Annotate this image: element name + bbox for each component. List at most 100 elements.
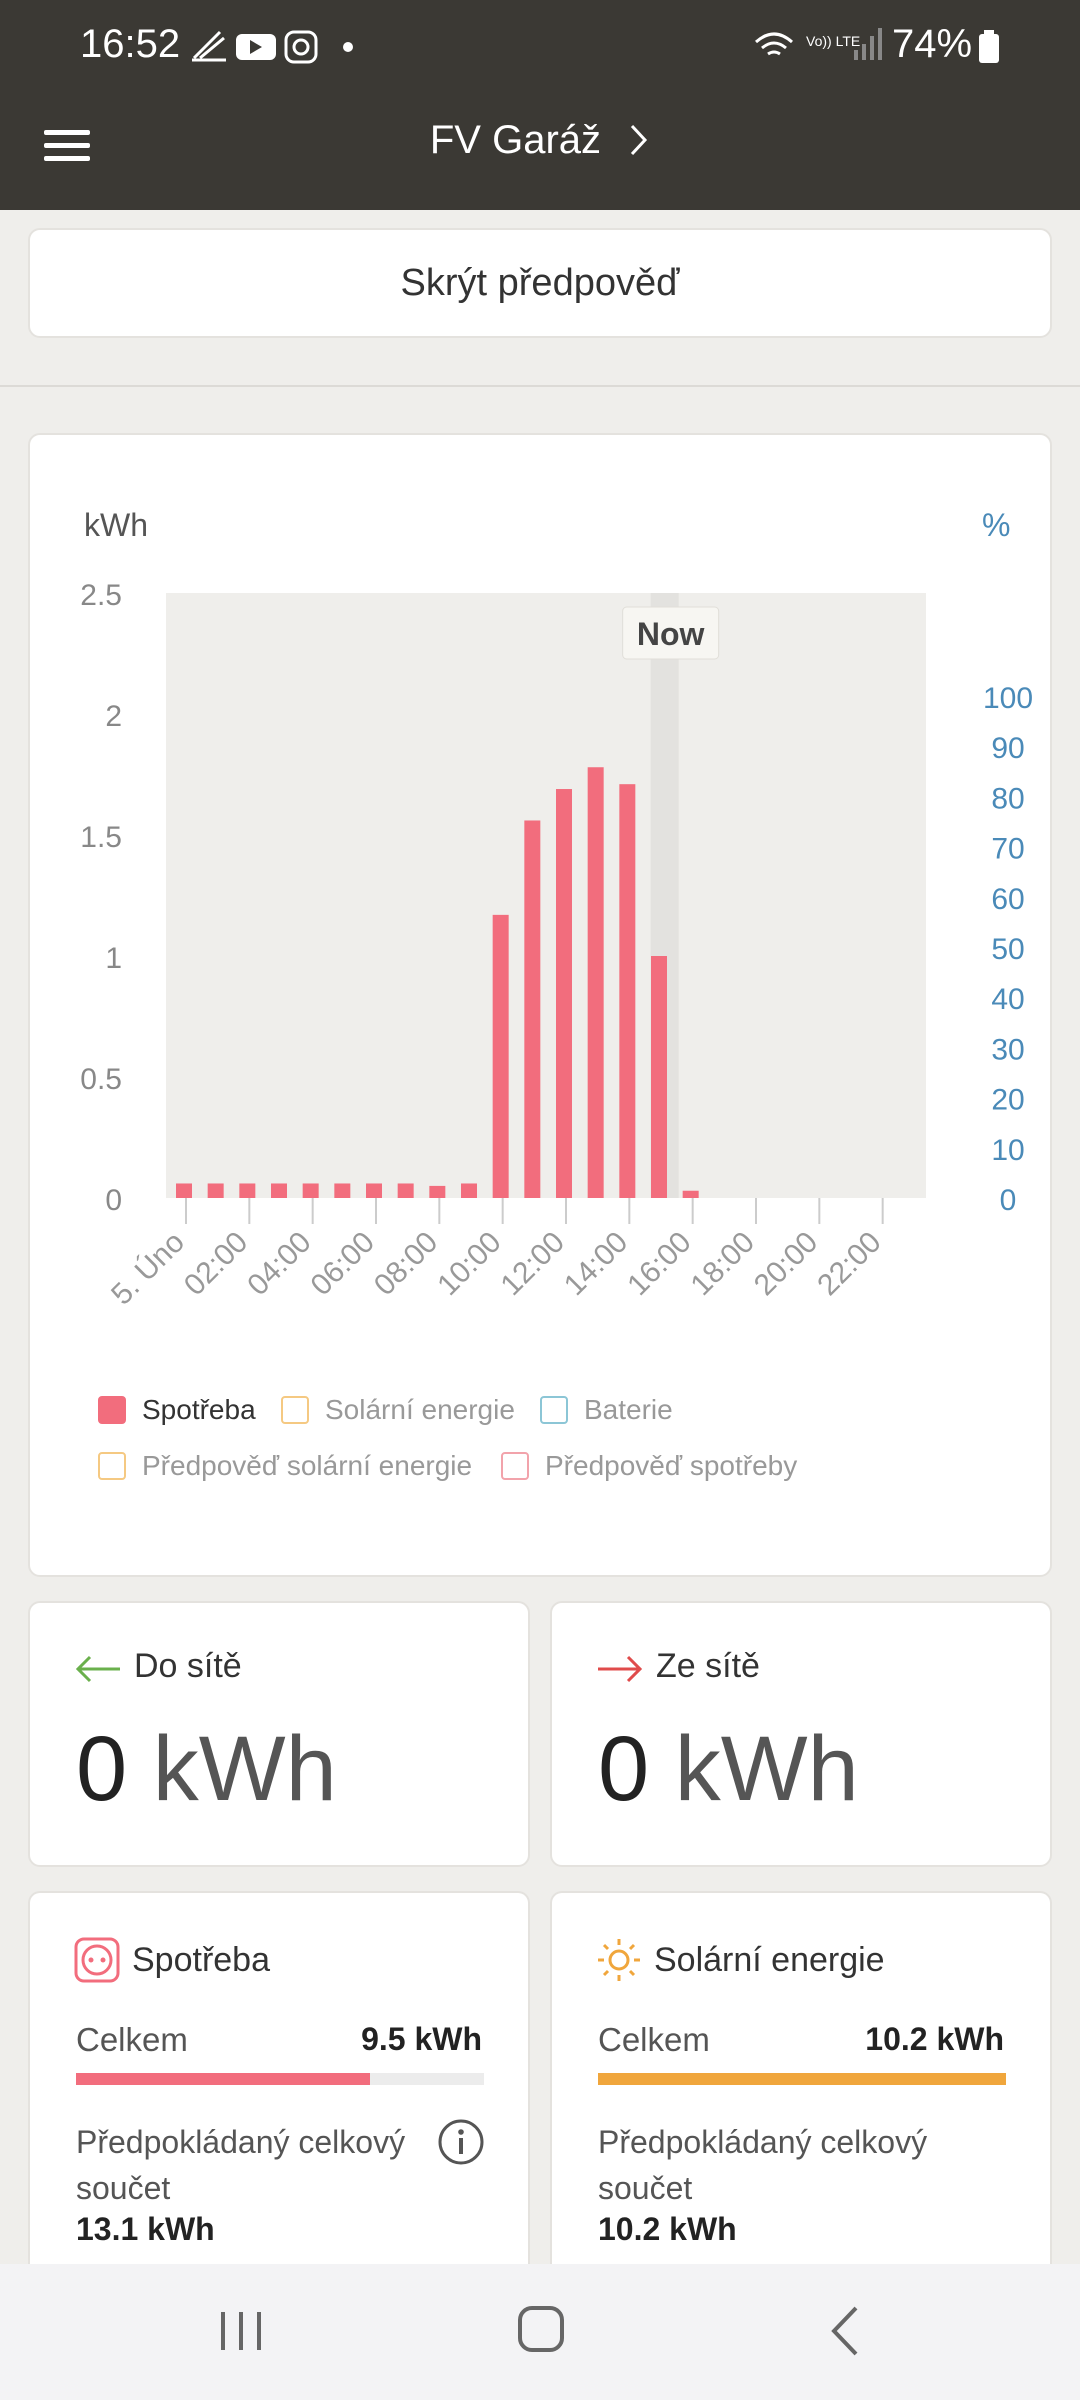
consumption-bar [239, 1183, 256, 1198]
consumption-bar [271, 1183, 287, 1198]
x-tick-label: 08:00 [368, 1226, 444, 1302]
consumption-expected-label: Předpokládaný celkový součet [76, 2124, 406, 2206]
y2-axis-label: % [982, 507, 1010, 543]
legend-box-battery[interactable] [540, 1396, 568, 1424]
legend-label-battery[interactable]: Baterie [584, 1394, 673, 1425]
legend-label-consumption-forecast[interactable]: Předpověď spotřeby [545, 1450, 798, 1481]
battery-level: 74% [892, 22, 973, 66]
consumption-bar [461, 1183, 477, 1198]
consumption-bar [302, 1183, 319, 1198]
legend-box-solar-forecast[interactable] [98, 1452, 126, 1480]
consumption-bar [682, 1190, 699, 1198]
solar-expected-label: Předpokládaný celkový součet [598, 2124, 928, 2206]
grid-export-number: 0 [76, 1718, 128, 1820]
consumption-bar [334, 1183, 351, 1198]
consumption-bar [366, 1183, 382, 1198]
grid-export-card[interactable]: Do sítě 0 kWh [28, 1601, 530, 1867]
y2-tick-label: 80 [991, 782, 1024, 815]
grid-import-label: Ze sítě [656, 1647, 760, 1685]
solar-total-value: 10.2 kWh [865, 2021, 1004, 2057]
legend-box-consumption-forecast[interactable] [501, 1452, 529, 1480]
legend-label-solar-forecast[interactable]: Předpověď solární energie [142, 1450, 473, 1481]
legend-label-spotreba[interactable]: Spotřeba [142, 1394, 256, 1425]
consumption-total-value: 9.5 kWh [361, 2021, 482, 2057]
consumption-progress-fill [76, 2073, 370, 2085]
status-bar: 16:52 Vo)) LTE 74% [0, 0, 1080, 92]
grid-import-number: 0 [598, 1718, 650, 1820]
consumption-total-label: Celkem [76, 2021, 188, 2058]
notification-icons [192, 30, 353, 64]
divider [0, 385, 1080, 387]
y-tick-label: 1.5 [80, 821, 122, 854]
consumption-bar [492, 914, 509, 1198]
legend-box-solar[interactable] [281, 1396, 309, 1424]
y-tick-label: 2 [105, 700, 122, 733]
network-label: Vo)) LTE [806, 33, 860, 49]
now-label: Now [637, 616, 705, 652]
x-tick-label: 12:00 [495, 1226, 571, 1302]
consumption-expected-value: 13.1 kWh [76, 2211, 215, 2247]
x-tick-label: 10:00 [431, 1226, 507, 1302]
consumption-bar [619, 784, 636, 1198]
chevron-right-icon [631, 124, 648, 156]
solar-card[interactable]: Solární energie Celkem 10.2 kWh Předpokl… [550, 1891, 1052, 2291]
y-tick-label: 0 [105, 1184, 122, 1217]
hide-forecast-button[interactable]: Skrýt předpověď [28, 228, 1052, 338]
arrow-right-icon [598, 1655, 643, 1683]
y2-tick-label: 90 [991, 732, 1024, 765]
y2-tick-label: 40 [991, 983, 1024, 1016]
y-tick-label: 0.5 [80, 1063, 122, 1096]
grid-export-value: 0 kWh [76, 1717, 337, 1822]
consumption-bar [556, 789, 572, 1198]
status-time: 16:52 [80, 22, 181, 66]
consumption-bar [429, 1185, 446, 1198]
now-label-box [622, 606, 720, 660]
y2-tick-label: 30 [991, 1033, 1024, 1066]
consumption-bar [524, 820, 541, 1198]
solar-expected-value: 10.2 kWh [598, 2211, 737, 2247]
consumption-card[interactable]: Spotřeba Celkem 9.5 kWh Předpokládaný ce… [28, 1891, 530, 2291]
solar-progress-track [598, 2073, 1006, 2085]
menu-icon[interactable] [44, 122, 92, 170]
x-tick-label: 5. Úno [105, 1226, 191, 1312]
grid-import-value: 0 kWh [598, 1717, 859, 1822]
consumption-bar [397, 1183, 414, 1198]
hide-forecast-label[interactable]: Skrýt předpověď [400, 262, 680, 304]
x-tick-label: 22:00 [811, 1226, 887, 1302]
info-icon[interactable] [436, 2117, 486, 2167]
legend-label-solar[interactable]: Solární energie [325, 1394, 515, 1425]
consumption-progress-track [76, 2073, 484, 2085]
grid-export-unit: kWh [152, 1718, 337, 1820]
y2-tick-label: 50 [991, 933, 1024, 966]
consumption-bar [651, 956, 667, 1198]
x-tick-label: 14:00 [558, 1226, 634, 1302]
consumption-bar [176, 1183, 192, 1198]
recent-apps-icon[interactable] [216, 2306, 266, 2356]
y-axis-label: kWh [84, 507, 148, 543]
consumption-bar [587, 767, 604, 1198]
y2-tick-label: 100 [983, 682, 1033, 715]
x-tick-label: 18:00 [685, 1226, 761, 1302]
system-nav-bar [0, 2264, 1080, 2400]
signal-icons: Vo)) LTE [755, 28, 882, 60]
app-bar: FV Garáž [0, 92, 1080, 210]
plot-area [166, 593, 926, 1198]
back-icon[interactable] [826, 2304, 866, 2358]
battery-icon [979, 30, 999, 63]
arrow-left-icon [75, 1655, 120, 1683]
home-icon[interactable] [516, 2304, 568, 2356]
y2-tick-label: 0 [1000, 1184, 1017, 1217]
site-title[interactable]: FV Garáž [0, 118, 1080, 163]
legend-box-spotreba[interactable] [98, 1396, 126, 1424]
x-tick-label: 06:00 [305, 1226, 381, 1302]
consumption-bar [207, 1183, 224, 1198]
y2-tick-label: 10 [991, 1134, 1024, 1167]
grid-import-card[interactable]: Ze sítě 0 kWh [550, 1601, 1052, 1867]
site-title-label[interactable]: FV Garáž [429, 118, 602, 162]
solar-total-label: Celkem [598, 2021, 710, 2058]
grid-import-unit: kWh [674, 1718, 859, 1820]
x-tick-label: 02:00 [178, 1226, 254, 1302]
y-tick-label: 2.5 [80, 579, 122, 612]
solar-title: Solární energie [654, 1941, 885, 1979]
